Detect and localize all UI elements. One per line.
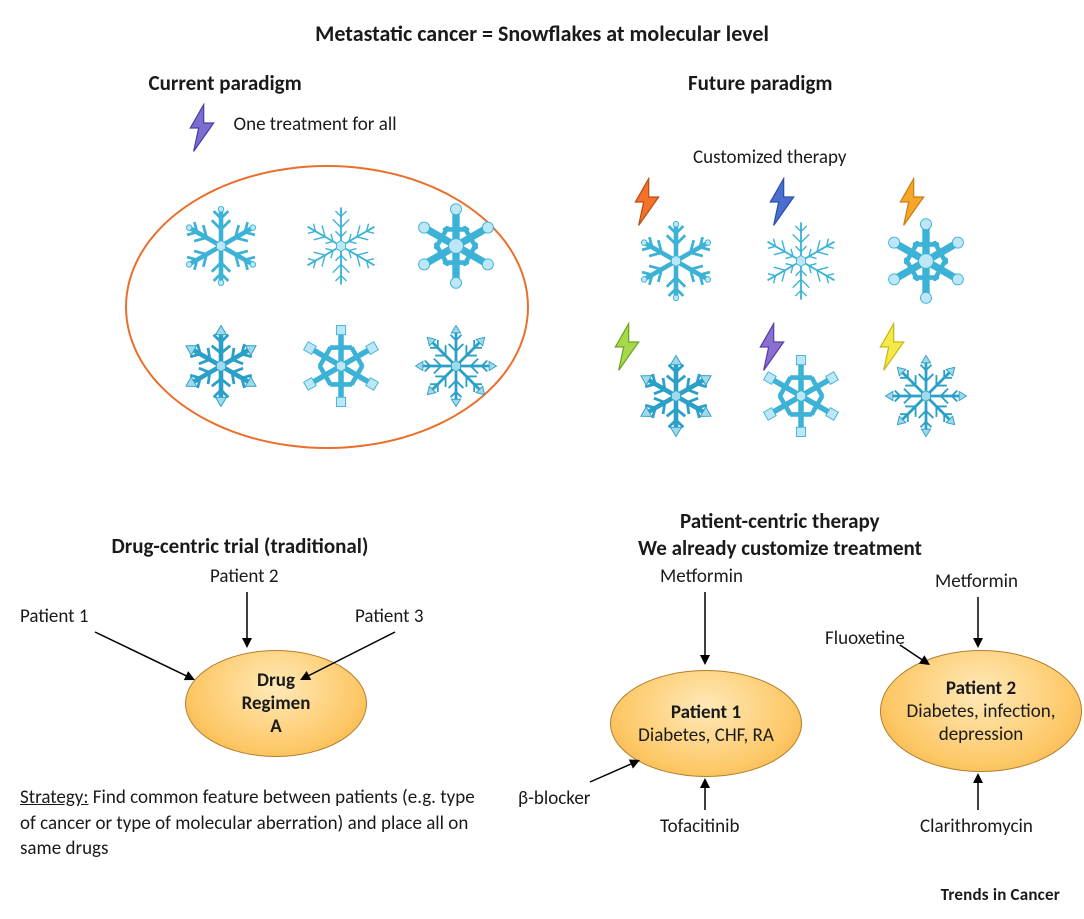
node-sub: Diabetes, CHF, RA xyxy=(638,724,774,747)
node-line: Regimen xyxy=(242,692,311,715)
snowflake-icon xyxy=(175,200,267,292)
title-main: Metastatic cancer = Snowflakes at molecu… xyxy=(0,20,1084,47)
label-patient-3: Patient 3 xyxy=(355,605,423,628)
lightning-bolt-icon xyxy=(895,177,929,227)
snowflake-icon xyxy=(755,215,847,307)
label-drug: Clarithromycin xyxy=(920,815,1033,838)
heading-drug-centric-trial: Drug-centric trial (traditional) xyxy=(112,533,369,559)
lightning-bolt-icon xyxy=(875,322,909,372)
subheading-one-treatment: One treatment for all xyxy=(234,113,397,136)
strategy-text: Strategy: Find common feature between pa… xyxy=(20,785,480,862)
snowflake-icon xyxy=(880,215,972,307)
label-patient-2: Patient 2 xyxy=(210,565,278,588)
patient-2-node: Patient 2 Diabetes, infection, depressio… xyxy=(880,650,1082,772)
snowflake-icon xyxy=(410,320,502,412)
node-title: Patient 1 xyxy=(671,701,741,724)
drug-regimen-node: Drug Regimen A xyxy=(185,650,367,757)
label-drug: β-blocker xyxy=(518,787,590,810)
lightning-bolt-icon xyxy=(630,177,664,227)
lightning-bolt-icon xyxy=(185,103,219,153)
strategy-body: Find common feature between patients (e.… xyxy=(20,786,475,860)
heading-patient-centric-1: Patient-centric therapy xyxy=(680,508,880,534)
node-line: Drug xyxy=(257,669,295,692)
snowflake-icon xyxy=(295,320,387,412)
footer-source: Trends in Cancer xyxy=(941,884,1060,905)
heading-current-paradigm: Current paradigm xyxy=(149,70,302,96)
lightning-bolt-icon xyxy=(765,177,799,227)
lightning-bolt-icon xyxy=(610,322,644,372)
lightning-bolt-icon xyxy=(755,322,789,372)
snowflake-icon xyxy=(410,200,502,292)
label-drug: Metformin xyxy=(660,565,743,588)
snowflake-icon xyxy=(295,200,387,292)
label-drug: Fluoxetine xyxy=(825,627,905,650)
patient-1-node: Patient 1 Diabetes, CHF, RA xyxy=(610,670,802,777)
snowflake-icon xyxy=(175,320,267,412)
node-title: Patient 2 xyxy=(946,677,1016,700)
snowflake-icon xyxy=(630,215,722,307)
label-drug: Tofacitinib xyxy=(660,815,739,838)
arrows-layer-icon xyxy=(0,0,1084,919)
heading-future-paradigm: Future paradigm xyxy=(688,70,832,96)
subheading-customized: Customized therapy xyxy=(693,146,847,169)
node-line: A xyxy=(270,715,282,738)
label-patient-1: Patient 1 xyxy=(20,605,88,628)
node-sub: Diabetes, infection, depression xyxy=(881,700,1081,746)
label-drug: Metformin xyxy=(935,570,1018,593)
strategy-label: Strategy: xyxy=(20,786,89,809)
heading-patient-centric-2: We already customize treatment xyxy=(638,535,922,561)
